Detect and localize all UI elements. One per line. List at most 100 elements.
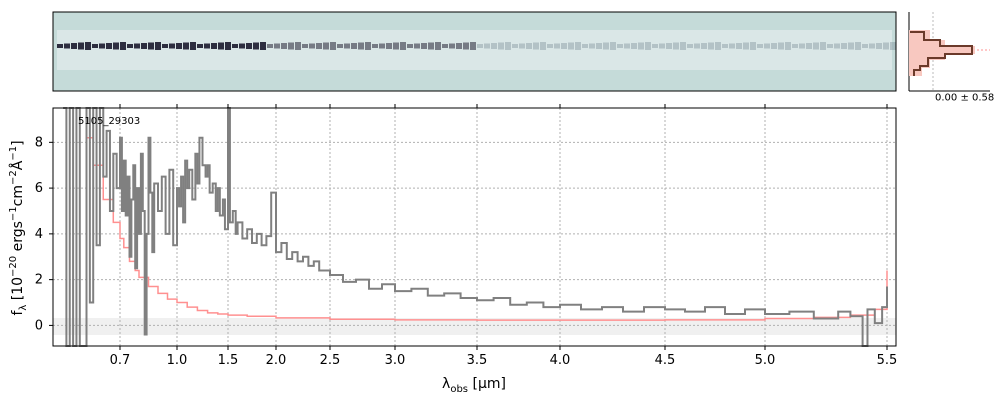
- trace-segment: [267, 44, 273, 48]
- grid: [53, 108, 896, 346]
- trace-segment: [463, 42, 469, 50]
- trace-segment: [708, 42, 714, 50]
- trace-segment: [344, 43, 350, 49]
- trace-segment: [295, 42, 301, 50]
- spectrum-2d-trace: [57, 30, 896, 70]
- trace-segment: [834, 43, 840, 49]
- trace-segment: [645, 42, 651, 50]
- trace-segment: [386, 43, 392, 49]
- trace-segment: [820, 42, 826, 50]
- trace-segment: [393, 42, 399, 50]
- trace-segment: [134, 43, 140, 49]
- trace-segment: [694, 43, 700, 49]
- trace-segment: [337, 44, 343, 48]
- trace-segment: [106, 43, 112, 49]
- trace-segment: [862, 44, 868, 48]
- trace-segment: [736, 43, 742, 49]
- trace-segment: [568, 42, 574, 50]
- trace-segment: [358, 42, 364, 50]
- trace-segment: [589, 43, 595, 49]
- trace-segment: [652, 44, 658, 48]
- trace-segment: [183, 42, 189, 50]
- trace-segment: [638, 42, 644, 50]
- trace-segment: [281, 43, 287, 49]
- y-tick-label: 4: [35, 227, 43, 242]
- trace-segment: [813, 42, 819, 50]
- trace-segment: [848, 42, 854, 50]
- trace-segment: [372, 44, 378, 48]
- trace-segment: [701, 43, 707, 49]
- trace-segment: [316, 43, 322, 49]
- trace-segment: [631, 43, 637, 49]
- trace-segment: [827, 44, 833, 48]
- trace-segment: [407, 44, 413, 48]
- y-tick-label: 0: [35, 318, 43, 333]
- trace-segment: [666, 43, 672, 49]
- trace-segment: [162, 44, 168, 48]
- trace-segment: [155, 42, 161, 50]
- trace-segment: [92, 44, 98, 48]
- trace-segment: [197, 44, 203, 48]
- object-id-label: 5105_29303: [78, 116, 140, 127]
- trace-segment: [141, 43, 147, 49]
- trace-segment: [715, 42, 721, 50]
- x-tick-label: 5.0: [755, 353, 776, 368]
- trace-segment: [232, 44, 238, 48]
- trace-segment: [757, 44, 763, 48]
- trace-segment: [743, 42, 749, 50]
- trace-segment: [302, 44, 308, 48]
- trace-segment: [610, 42, 616, 50]
- trace-segment: [211, 43, 217, 49]
- trace-segment: [365, 42, 371, 50]
- trace-segment: [113, 42, 119, 50]
- trace-segment: [99, 43, 105, 49]
- y-tick-label: 2: [35, 273, 43, 288]
- trace-segment: [309, 43, 315, 49]
- trace-segment: [274, 43, 280, 49]
- x-tick-label: 3.0: [385, 353, 406, 368]
- trace-segment: [771, 43, 777, 49]
- spectrum-series-line: [63, 107, 888, 347]
- x-tick-label: 2.0: [266, 353, 287, 368]
- trace-segment: [869, 43, 875, 49]
- trace-segment: [204, 43, 210, 49]
- trace-segment: [288, 42, 294, 50]
- spectrum-1d-panel: 0.7 1.0 1.5 2.0 2.5 3.0 3.5 4.0 4.5 5.0 5.5 0 2 4 6 8 5…: [8, 104, 897, 395]
- trace-segment: [449, 43, 455, 49]
- trace-segment: [484, 43, 490, 49]
- trace-segment: [540, 42, 546, 50]
- trace-segment: [505, 42, 511, 50]
- trace-segment: [561, 43, 567, 49]
- x-tick-label: 1.0: [167, 353, 188, 368]
- trace-segment: [554, 43, 560, 49]
- residual-histogram-panel: 0.00 ± 0.58: [908, 12, 994, 103]
- trace-segment: [169, 43, 175, 49]
- trace-segment: [218, 42, 224, 50]
- trace-segment: [729, 43, 735, 49]
- trace-segment: [120, 42, 126, 50]
- trace-segment: [477, 44, 483, 48]
- trace-segment: [71, 43, 77, 49]
- trace-segment: [512, 44, 518, 48]
- spectrum-series-line: [86, 137, 888, 321]
- x-tick-label: 3.5: [467, 353, 488, 368]
- trace-segment: [148, 42, 154, 50]
- trace-segment: [519, 43, 525, 49]
- trace-segment: [491, 43, 497, 49]
- ticks: 0.7 1.0 1.5 2.0 2.5 3.0 3.5 4.0 4.5 5.0 5.5 0 2 4 6 8: [35, 104, 897, 368]
- trace-segment: [687, 44, 693, 48]
- trace-segment: [442, 44, 448, 48]
- trace-segment: [78, 42, 84, 50]
- trace-segment: [778, 42, 784, 50]
- trace-segment: [57, 44, 63, 48]
- trace-segment: [498, 42, 504, 50]
- plot-frame: [52, 107, 897, 347]
- trace-segment: [547, 44, 553, 48]
- trace-segment: [575, 42, 581, 50]
- x-tick-label: 4.5: [655, 353, 676, 368]
- trace-segment: [456, 43, 462, 49]
- trace-segment: [603, 42, 609, 50]
- y-axis-label: fλ [10−20 ergs−1cm−2Å−1]: [8, 140, 29, 315]
- trace-segment: [414, 43, 420, 49]
